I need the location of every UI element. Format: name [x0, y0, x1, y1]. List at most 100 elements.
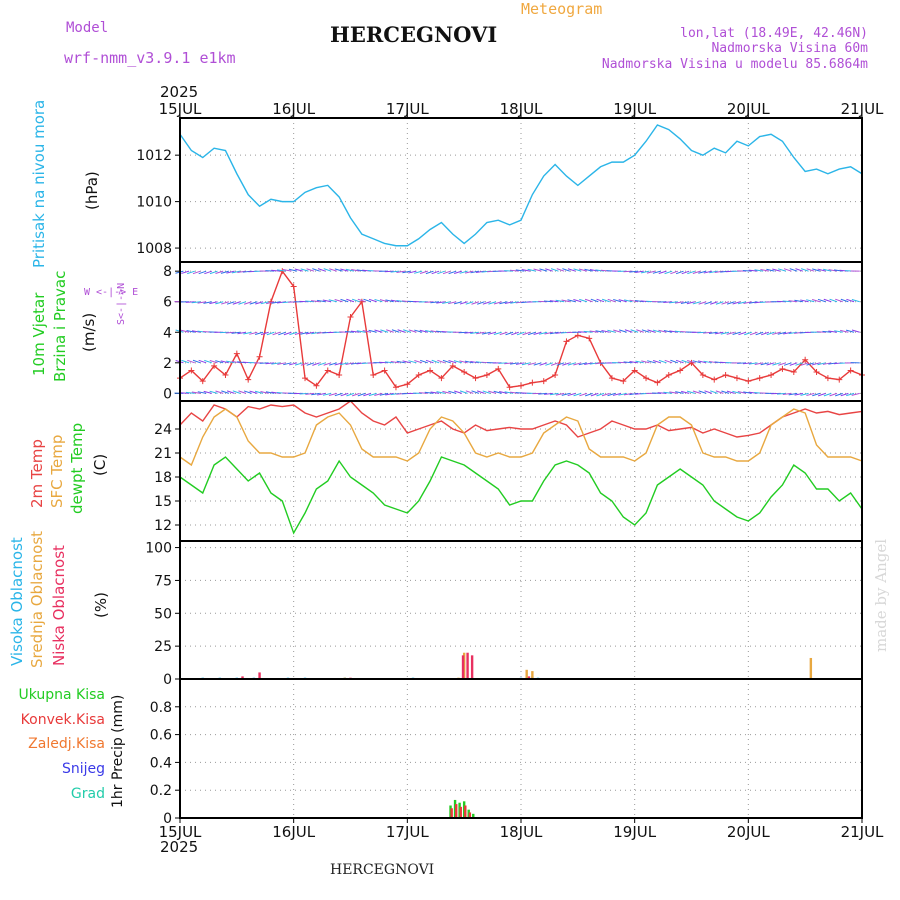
wind-arrow	[237, 331, 247, 335]
wind-arrow	[692, 270, 701, 274]
wind-arrow	[209, 359, 218, 364]
bar-niska-oblacnost	[258, 672, 261, 679]
bar-niska-oblacnost	[466, 652, 469, 679]
wind-arrow	[515, 269, 525, 272]
wind-arrow	[629, 360, 639, 364]
wind-arrow	[589, 269, 599, 272]
wind-arrow	[385, 392, 394, 396]
precip-hail-label: Grad	[70, 786, 105, 802]
wind-arrow	[812, 268, 821, 272]
wind-arrow	[835, 298, 843, 303]
wind-arrow	[510, 391, 519, 394]
wind-arrow	[379, 299, 389, 303]
wind-arrow	[271, 362, 281, 365]
wind-arrow	[357, 392, 366, 397]
wind-arrow	[714, 331, 724, 335]
wind-arrow	[289, 331, 298, 336]
year-top: 2025	[160, 83, 199, 101]
wind-arrow	[590, 392, 599, 397]
wind-arrow	[323, 268, 332, 272]
wind-arrow	[374, 298, 383, 303]
wind-arrow	[589, 330, 599, 333]
wind-arrow	[816, 331, 826, 333]
wind-arrow	[687, 270, 696, 275]
wind-speed-marker	[290, 283, 297, 290]
wind-arrow	[550, 268, 559, 272]
wind-arrow	[317, 268, 326, 272]
wind-arrow	[561, 392, 570, 396]
wind-arrow	[704, 301, 713, 305]
x-tick-label-bottom: 15JUL	[159, 823, 202, 841]
wind-arrow	[573, 268, 582, 272]
wind-arrow	[215, 390, 224, 394]
wind-arrow	[509, 269, 519, 272]
wind-arrow	[817, 362, 826, 366]
wind-arrow	[567, 392, 576, 397]
wind-arrow	[231, 331, 241, 334]
wind-arrow	[766, 268, 775, 272]
x-tick-label-bottom: 20JUL	[727, 823, 770, 841]
wind-arrow	[374, 392, 383, 396]
wind-arrow	[698, 270, 707, 274]
wind-arrow	[346, 392, 355, 397]
wind-arrow	[618, 299, 627, 303]
year-bottom: 2025	[160, 838, 199, 856]
wind-speed-marker	[483, 372, 490, 379]
wind-arrow	[283, 331, 292, 336]
wind-arrow	[311, 392, 320, 396]
wind-arrow	[681, 390, 690, 394]
wind-arrow	[505, 331, 514, 336]
wind-arrow	[226, 390, 235, 394]
wind-arrow	[254, 390, 264, 394]
wind-arrow	[772, 362, 781, 366]
wind-arrow	[817, 298, 826, 303]
wind-arrow	[522, 331, 531, 336]
wind-arrow	[794, 392, 803, 396]
x-tick-label-bottom: 19JUL	[613, 823, 656, 841]
wind-speed-marker	[540, 378, 547, 385]
wind-arrow	[795, 268, 804, 272]
wind-arrow	[533, 331, 542, 335]
wind-arrow	[567, 362, 576, 366]
wind-arrow	[834, 330, 843, 333]
wind-arrow	[783, 268, 792, 272]
wind-arrow	[470, 360, 480, 364]
wind-arrow	[663, 391, 673, 394]
bar-srednja-oblacnost	[809, 657, 813, 679]
wind-speed-marker	[427, 367, 434, 374]
wind-arrow	[334, 268, 343, 272]
wind-arrow	[459, 270, 468, 274]
wind-arrow	[180, 329, 190, 333]
wind-arrow	[329, 362, 338, 366]
wind-arrow	[334, 299, 343, 303]
wind-arrow	[658, 359, 667, 364]
bar-niska-oblacnost	[470, 655, 474, 679]
wind-arrow	[465, 301, 474, 305]
wind-arrow	[425, 330, 434, 333]
wind-arrow	[549, 392, 559, 396]
wind-arrow	[550, 362, 559, 366]
wind-arrow	[306, 362, 315, 366]
wind-arrow	[692, 390, 701, 394]
wind-arrow	[692, 360, 701, 364]
wind-arrow	[265, 391, 275, 394]
wind-arrow	[306, 268, 315, 272]
wind-arrow	[664, 270, 673, 275]
y-tick-label: 0	[163, 672, 172, 688]
wind-speed-marker	[336, 372, 343, 379]
wind-speed-marker	[449, 362, 456, 369]
wind-arrow	[840, 392, 849, 397]
wind-arrow	[294, 268, 303, 272]
y-tick-label: 75	[154, 573, 172, 589]
wind-arrow	[755, 331, 764, 336]
wind-arrow	[698, 360, 707, 364]
wind-arrow	[278, 331, 286, 336]
series-line-sfc-temp	[179, 408, 863, 467]
wind-arrow	[431, 359, 440, 364]
wind-arrow	[828, 362, 838, 365]
wind-arrow	[670, 359, 679, 364]
wind-arrow	[453, 360, 463, 364]
wind-arrow	[681, 270, 690, 275]
wind-arrow	[772, 268, 781, 272]
wind-arrow	[766, 362, 775, 366]
